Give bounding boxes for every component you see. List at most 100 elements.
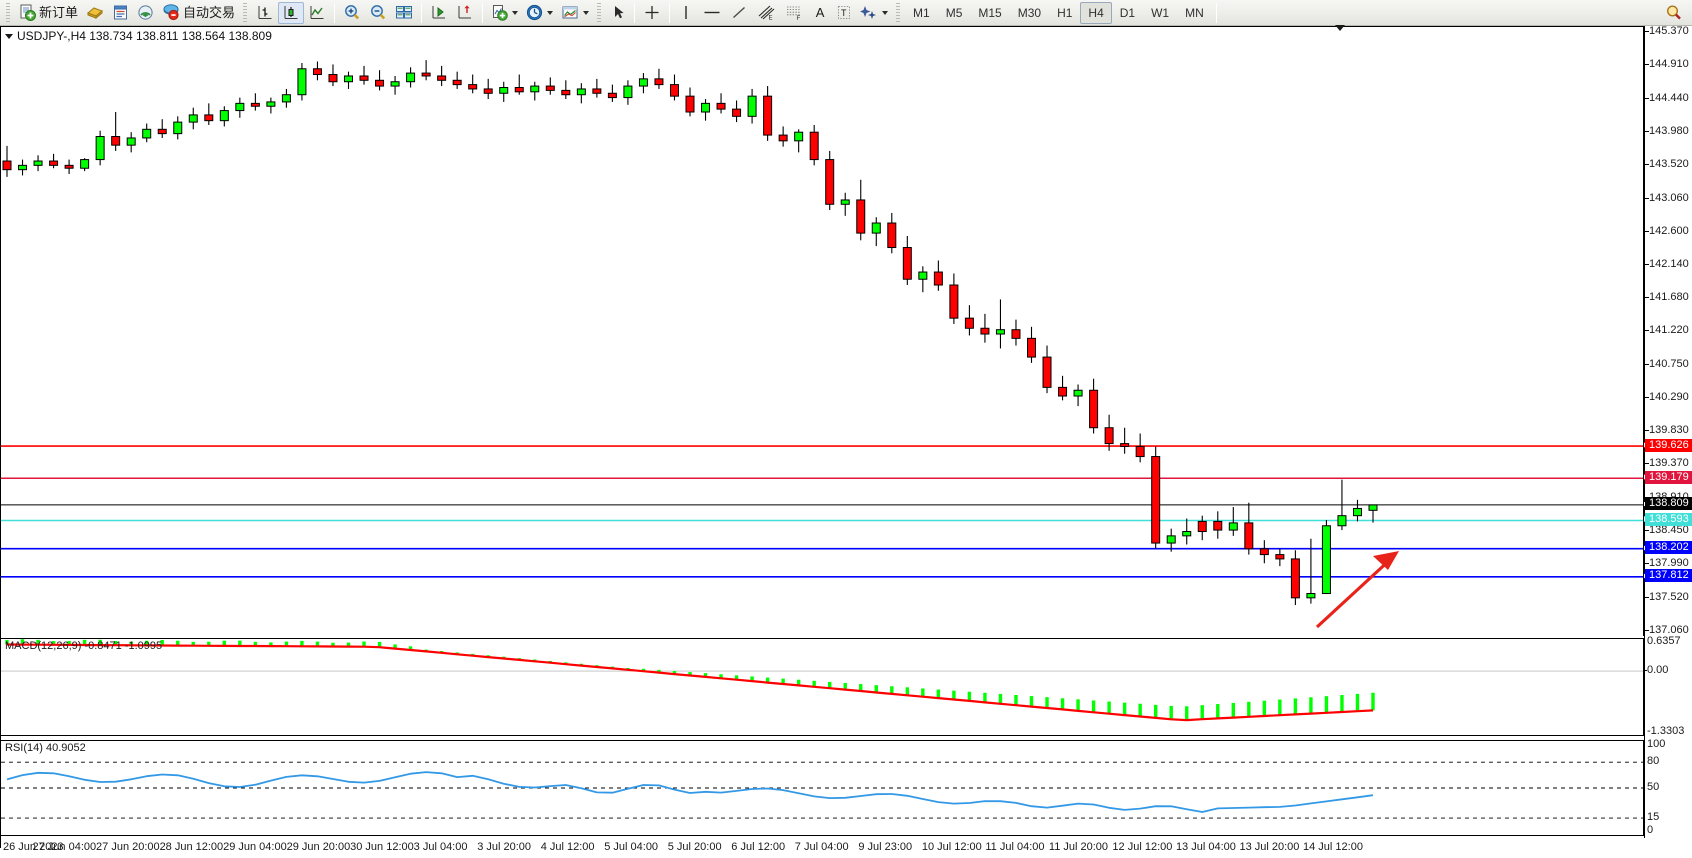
templates-button[interactable] bbox=[557, 2, 593, 24]
candle-body bbox=[499, 87, 509, 94]
text-button[interactable]: A bbox=[808, 2, 832, 24]
cursor-button[interactable] bbox=[606, 2, 630, 24]
chart-window[interactable]: USDJPY-,H4 138.734 138.811 138.564 138.8… bbox=[0, 25, 1692, 853]
timeframe-button-d1[interactable]: D1 bbox=[1112, 2, 1143, 24]
macd-pane[interactable]: MACD(12,26,9) -0.8471 -1.0995 bbox=[1, 638, 1644, 736]
line-studies-toolbar-grip[interactable] bbox=[596, 2, 604, 23]
candle bbox=[468, 74, 478, 94]
candle bbox=[250, 93, 260, 111]
price-level-handle[interactable] bbox=[1644, 544, 1646, 551]
candle-body bbox=[654, 78, 664, 86]
data-window-button[interactable] bbox=[108, 2, 133, 24]
zoom-out-button[interactable] bbox=[365, 2, 391, 24]
candle bbox=[1259, 540, 1269, 564]
horizontal-line-button[interactable] bbox=[698, 2, 726, 24]
candle-body bbox=[95, 136, 105, 161]
auto-scroll-button[interactable] bbox=[426, 2, 452, 24]
price-level-badge-current-price[interactable]: 138.809 bbox=[1645, 497, 1692, 511]
price-chart-pane[interactable]: USDJPY-,H4 138.734 138.811 138.564 138.8… bbox=[1, 26, 1644, 636]
line-chart-icon bbox=[310, 6, 324, 19]
candle bbox=[592, 78, 602, 98]
candle-body bbox=[545, 85, 555, 91]
timeframe-button-m1[interactable]: M1 bbox=[905, 2, 938, 24]
navigator-button[interactable] bbox=[133, 2, 158, 24]
price-level-handle[interactable] bbox=[1644, 572, 1646, 579]
price-level-badge-support-upper[interactable]: 138.202 bbox=[1645, 541, 1692, 555]
candle bbox=[1104, 414, 1114, 451]
autotrading-button[interactable]: 自动交易 bbox=[158, 2, 239, 24]
candle-body bbox=[64, 164, 74, 169]
rsi-axis-tick: 80 bbox=[1647, 755, 1660, 768]
price-level-handle[interactable] bbox=[1644, 516, 1646, 523]
trendline-button[interactable] bbox=[726, 2, 752, 24]
chart-type-toolbar-grip[interactable] bbox=[242, 2, 250, 23]
shapes-chevron-down-icon[interactable] bbox=[882, 10, 889, 15]
shapes-button[interactable] bbox=[856, 2, 892, 24]
price-level-handle[interactable] bbox=[1644, 474, 1646, 481]
candle-body bbox=[933, 271, 943, 286]
candle bbox=[716, 93, 726, 114]
main-toolbar: 新订单 自动交易 bbox=[0, 0, 1692, 26]
bar-chart-button[interactable] bbox=[252, 2, 278, 24]
expert-advisors-button[interactable] bbox=[82, 2, 108, 24]
price-level-badge-support-lower[interactable]: 137.812 bbox=[1645, 569, 1692, 583]
candle bbox=[576, 83, 586, 104]
time-axis-label: 28 Jun 12:00 bbox=[159, 841, 224, 853]
candle bbox=[778, 126, 788, 147]
price-level-badge-resistance-lower[interactable]: 139.179 bbox=[1645, 470, 1692, 484]
timeframe-button-mn[interactable]: MN bbox=[1177, 2, 1212, 24]
candle bbox=[638, 73, 648, 94]
indicators-chevron-down-icon[interactable] bbox=[512, 10, 519, 15]
macd-axis-tick: -1.3303 bbox=[1647, 725, 1685, 737]
timeframe-button-w1[interactable]: W1 bbox=[1143, 2, 1177, 24]
periodicity-toolbar-grip[interactable] bbox=[895, 2, 903, 23]
candle bbox=[949, 273, 959, 324]
periods-button[interactable] bbox=[522, 2, 557, 24]
chart-shift-marker-icon[interactable] bbox=[1335, 25, 1345, 31]
magnifier-button[interactable] bbox=[1661, 2, 1686, 24]
timeframe-button-m15[interactable]: M15 bbox=[970, 2, 1009, 24]
price-level-handle[interactable] bbox=[1644, 500, 1646, 507]
price-axis[interactable]: 145.370 144.910 144.440 143.980 143.520 143.0… bbox=[1644, 26, 1692, 838]
new-order-button[interactable]: 新订单 bbox=[15, 2, 82, 24]
candle-body bbox=[1011, 329, 1021, 339]
fibonacci-retracement-button[interactable]: F bbox=[780, 2, 808, 24]
text-label-button[interactable]: T bbox=[832, 2, 856, 24]
time-axis[interactable]: 26 Jun 2023 27 Jun 04:00 27 Jun 20:00 28 Ju… bbox=[1, 838, 1644, 858]
price-level-handle[interactable] bbox=[1644, 442, 1646, 449]
candle-body bbox=[964, 317, 974, 329]
candle-body bbox=[1058, 386, 1068, 397]
toolbar-separator-4 bbox=[634, 2, 636, 23]
equidistant-channel-button[interactable]: E bbox=[752, 2, 780, 24]
toolbar-grip[interactable] bbox=[5, 2, 12, 23]
candle-body bbox=[235, 102, 245, 112]
tile-windows-button[interactable] bbox=[391, 2, 417, 24]
indicators-button[interactable] bbox=[487, 2, 522, 24]
crosshair-button[interactable] bbox=[639, 2, 665, 24]
candle-body bbox=[219, 110, 229, 122]
price-level-badge-pivot-level[interactable]: 138.593 bbox=[1645, 512, 1692, 526]
price-level-badge-resistance-upper[interactable]: 139.626 bbox=[1645, 438, 1692, 452]
templates-chevron-down-icon[interactable] bbox=[583, 10, 590, 15]
candle-body bbox=[421, 72, 431, 77]
price-tick-mark bbox=[1645, 463, 1649, 465]
periods-chevron-down-icon[interactable] bbox=[547, 10, 554, 15]
line-chart-button[interactable] bbox=[304, 2, 330, 24]
symbol-header[interactable]: USDJPY-,H4 138.734 138.811 138.564 138.8… bbox=[5, 29, 272, 43]
candlestick-chart-button[interactable] bbox=[278, 1, 305, 24]
chart-menu-chevron-down-icon[interactable] bbox=[5, 33, 13, 39]
candle bbox=[685, 87, 695, 117]
candle-body bbox=[949, 284, 959, 319]
candle bbox=[499, 81, 509, 102]
timeframe-button-h1[interactable]: H1 bbox=[1049, 2, 1080, 24]
chart-shift-button[interactable] bbox=[452, 2, 478, 24]
vertical-line-button[interactable] bbox=[674, 2, 698, 24]
candle bbox=[1244, 502, 1254, 555]
zoom-in-button[interactable] bbox=[339, 2, 365, 24]
candle bbox=[747, 88, 757, 124]
timeframe-button-h4[interactable]: H4 bbox=[1080, 1, 1112, 24]
timeframe-button-m30[interactable]: M30 bbox=[1010, 2, 1049, 24]
timeframe-button-m5[interactable]: M5 bbox=[938, 2, 971, 24]
bullish-arrow-annotation[interactable] bbox=[1315, 551, 1399, 629]
rsi-pane[interactable]: RSI(14) 40.9052 bbox=[1, 740, 1644, 836]
